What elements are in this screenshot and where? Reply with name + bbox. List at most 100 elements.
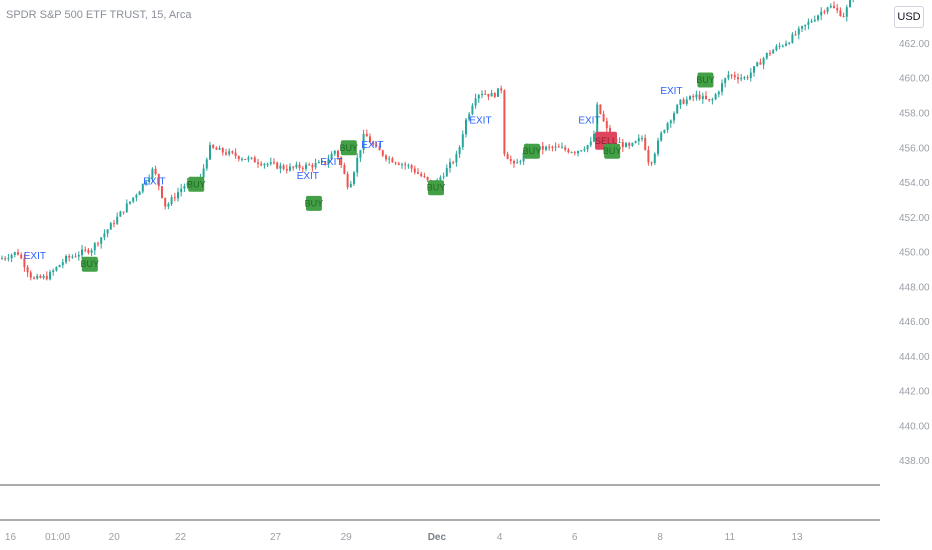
- time-tick-label: 6: [572, 532, 578, 543]
- candle: [727, 70, 730, 81]
- candle: [644, 134, 647, 151]
- signal-text: BUY: [427, 183, 446, 193]
- exit-signal-label: EXIT: [143, 176, 165, 187]
- candle: [87, 248, 90, 255]
- time-tick-label: Dec: [428, 532, 447, 543]
- candle: [801, 25, 803, 33]
- candle: [839, 7, 842, 17]
- currency-button[interactable]: USD: [894, 6, 924, 28]
- candle: [276, 161, 279, 170]
- candle: [177, 187, 179, 202]
- candle: [39, 274, 42, 279]
- candle: [669, 119, 672, 128]
- candle: [407, 163, 410, 169]
- candle: [141, 183, 144, 194]
- time-tick-label: 4: [497, 532, 503, 543]
- candle: [148, 174, 151, 185]
- buy-signal-box: BUY: [81, 256, 99, 272]
- candle: [593, 130, 595, 143]
- candle: [852, 0, 854, 3]
- candle: [330, 151, 333, 160]
- candle: [17, 248, 19, 256]
- candle: [823, 9, 826, 15]
- candle: [93, 241, 96, 255]
- signal-text: BUY: [523, 146, 542, 156]
- candle: [298, 161, 301, 171]
- signal-text: BUY: [696, 75, 715, 85]
- signal-text: BUY: [340, 143, 359, 153]
- candle: [180, 183, 183, 197]
- candle: [775, 44, 778, 52]
- candle: [7, 253, 10, 262]
- candle: [637, 134, 640, 146]
- price-tick-label: 458.00: [899, 108, 930, 119]
- candle: [164, 197, 167, 210]
- time-tick-label: 29: [341, 532, 353, 543]
- candle: [474, 93, 477, 109]
- candle: [493, 92, 496, 99]
- candle: [234, 148, 237, 159]
- time-tick-label: 16: [5, 532, 17, 543]
- candle: [490, 89, 493, 97]
- candle: [119, 210, 122, 217]
- candle: [621, 138, 624, 152]
- candle: [369, 133, 371, 143]
- candle: [33, 276, 35, 280]
- candle: [724, 77, 727, 88]
- candle: [321, 159, 323, 164]
- candle: [586, 144, 589, 153]
- buy-signal-box: BUY: [187, 176, 205, 192]
- candle: [641, 135, 643, 142]
- buy-signal-box: BUY: [305, 195, 323, 211]
- price-axis[interactable]: 462.00 460.00 458.00 456.00 454.00 452.00 450.…: [899, 39, 930, 467]
- time-tick-label: 11: [725, 532, 736, 543]
- candle: [301, 166, 304, 173]
- candle: [829, 3, 832, 9]
- candle: [551, 145, 554, 152]
- candle: [397, 161, 400, 166]
- candle: [753, 66, 755, 77]
- candle: [260, 161, 263, 167]
- candle: [618, 137, 621, 143]
- candle: [522, 150, 525, 166]
- time-axis[interactable]: 16 01:00 20 22 27 29 Dec 4 6 8 11 13: [5, 532, 803, 543]
- candle: [122, 211, 125, 215]
- candle: [503, 89, 506, 157]
- candle: [519, 159, 522, 165]
- candle: [365, 129, 368, 137]
- candle: [698, 90, 701, 101]
- candle: [356, 153, 359, 177]
- candle: [596, 101, 599, 136]
- candle: [762, 56, 765, 70]
- candle: [170, 194, 173, 207]
- candle: [545, 145, 547, 152]
- candle: [129, 201, 131, 205]
- candle: [282, 163, 285, 171]
- candle: [676, 103, 679, 114]
- candle: [68, 253, 71, 262]
- candle: [666, 121, 669, 133]
- candle: [500, 85, 503, 94]
- candle: [685, 96, 688, 106]
- candle: [445, 164, 448, 177]
- candle: [305, 161, 307, 172]
- candle: [721, 79, 723, 96]
- candle: [161, 185, 163, 199]
- candle: [343, 162, 346, 175]
- candle: [711, 97, 714, 105]
- candle: [573, 150, 576, 156]
- candle: [84, 246, 87, 253]
- candle: [20, 252, 23, 260]
- price-tick-label: 438.00: [899, 456, 930, 467]
- exit-signal-label: EXIT: [578, 115, 600, 126]
- candle: [183, 183, 186, 192]
- candle: [10, 253, 13, 263]
- candle: [359, 149, 362, 162]
- candle: [289, 163, 291, 172]
- candle: [263, 162, 266, 169]
- candle: [442, 172, 445, 180]
- candle: [324, 161, 327, 166]
- candle: [244, 158, 247, 161]
